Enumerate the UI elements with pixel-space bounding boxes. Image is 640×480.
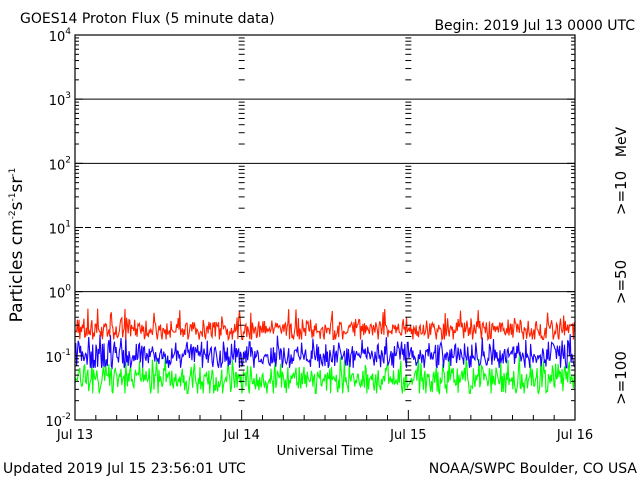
x-tick-label: Jul 16 — [556, 428, 593, 443]
updated-timestamp: Updated 2019 Jul 15 23:56:01 UTC — [3, 461, 246, 477]
y-tick-label: 102 — [49, 155, 71, 173]
begin-date: Begin: 2019 Jul 13 0000 UTC — [434, 18, 635, 34]
credit-text: NOAA/SWPC Boulder, CO USA — [429, 461, 638, 477]
legend-entry-10mev: >=10 — [612, 171, 630, 215]
plot-grid — [75, 98, 575, 293]
y-tick-label: 103 — [49, 91, 71, 109]
legend-entry-100mev: >=100 — [612, 351, 630, 405]
y-tick-label: 100 — [49, 284, 72, 302]
x-tick-label: Jul 14 — [222, 428, 259, 443]
series-line — [74, 308, 576, 342]
y-tick-label: 101 — [49, 220, 71, 238]
y-tick-label: 104 — [49, 27, 72, 45]
y-tick-label: 10-1 — [45, 348, 71, 366]
y-tick-label: 10-2 — [45, 412, 71, 430]
series-layer — [74, 308, 576, 396]
unit-label: MeV — [614, 126, 630, 157]
x-tick-label: Jul 13 — [56, 428, 93, 443]
legend-entry-50mev: >=50 — [612, 260, 630, 304]
series-line — [74, 334, 576, 370]
y-axis-ticks: 10-2 10-1 100 101 102 103 104 — [45, 27, 575, 430]
series-line — [74, 356, 576, 396]
x-axis-label: Universal Time — [277, 444, 374, 459]
x-axis-ticks: Jul 13 Jul 14 Jul 15 Jul 16 — [56, 410, 593, 443]
y-axis-label: Particles cm-2s-1sr-1 — [7, 168, 27, 323]
x-tick-label: Jul 15 — [389, 428, 426, 443]
chart-title: GOES14 Proton Flux (5 minute data) — [20, 11, 275, 27]
